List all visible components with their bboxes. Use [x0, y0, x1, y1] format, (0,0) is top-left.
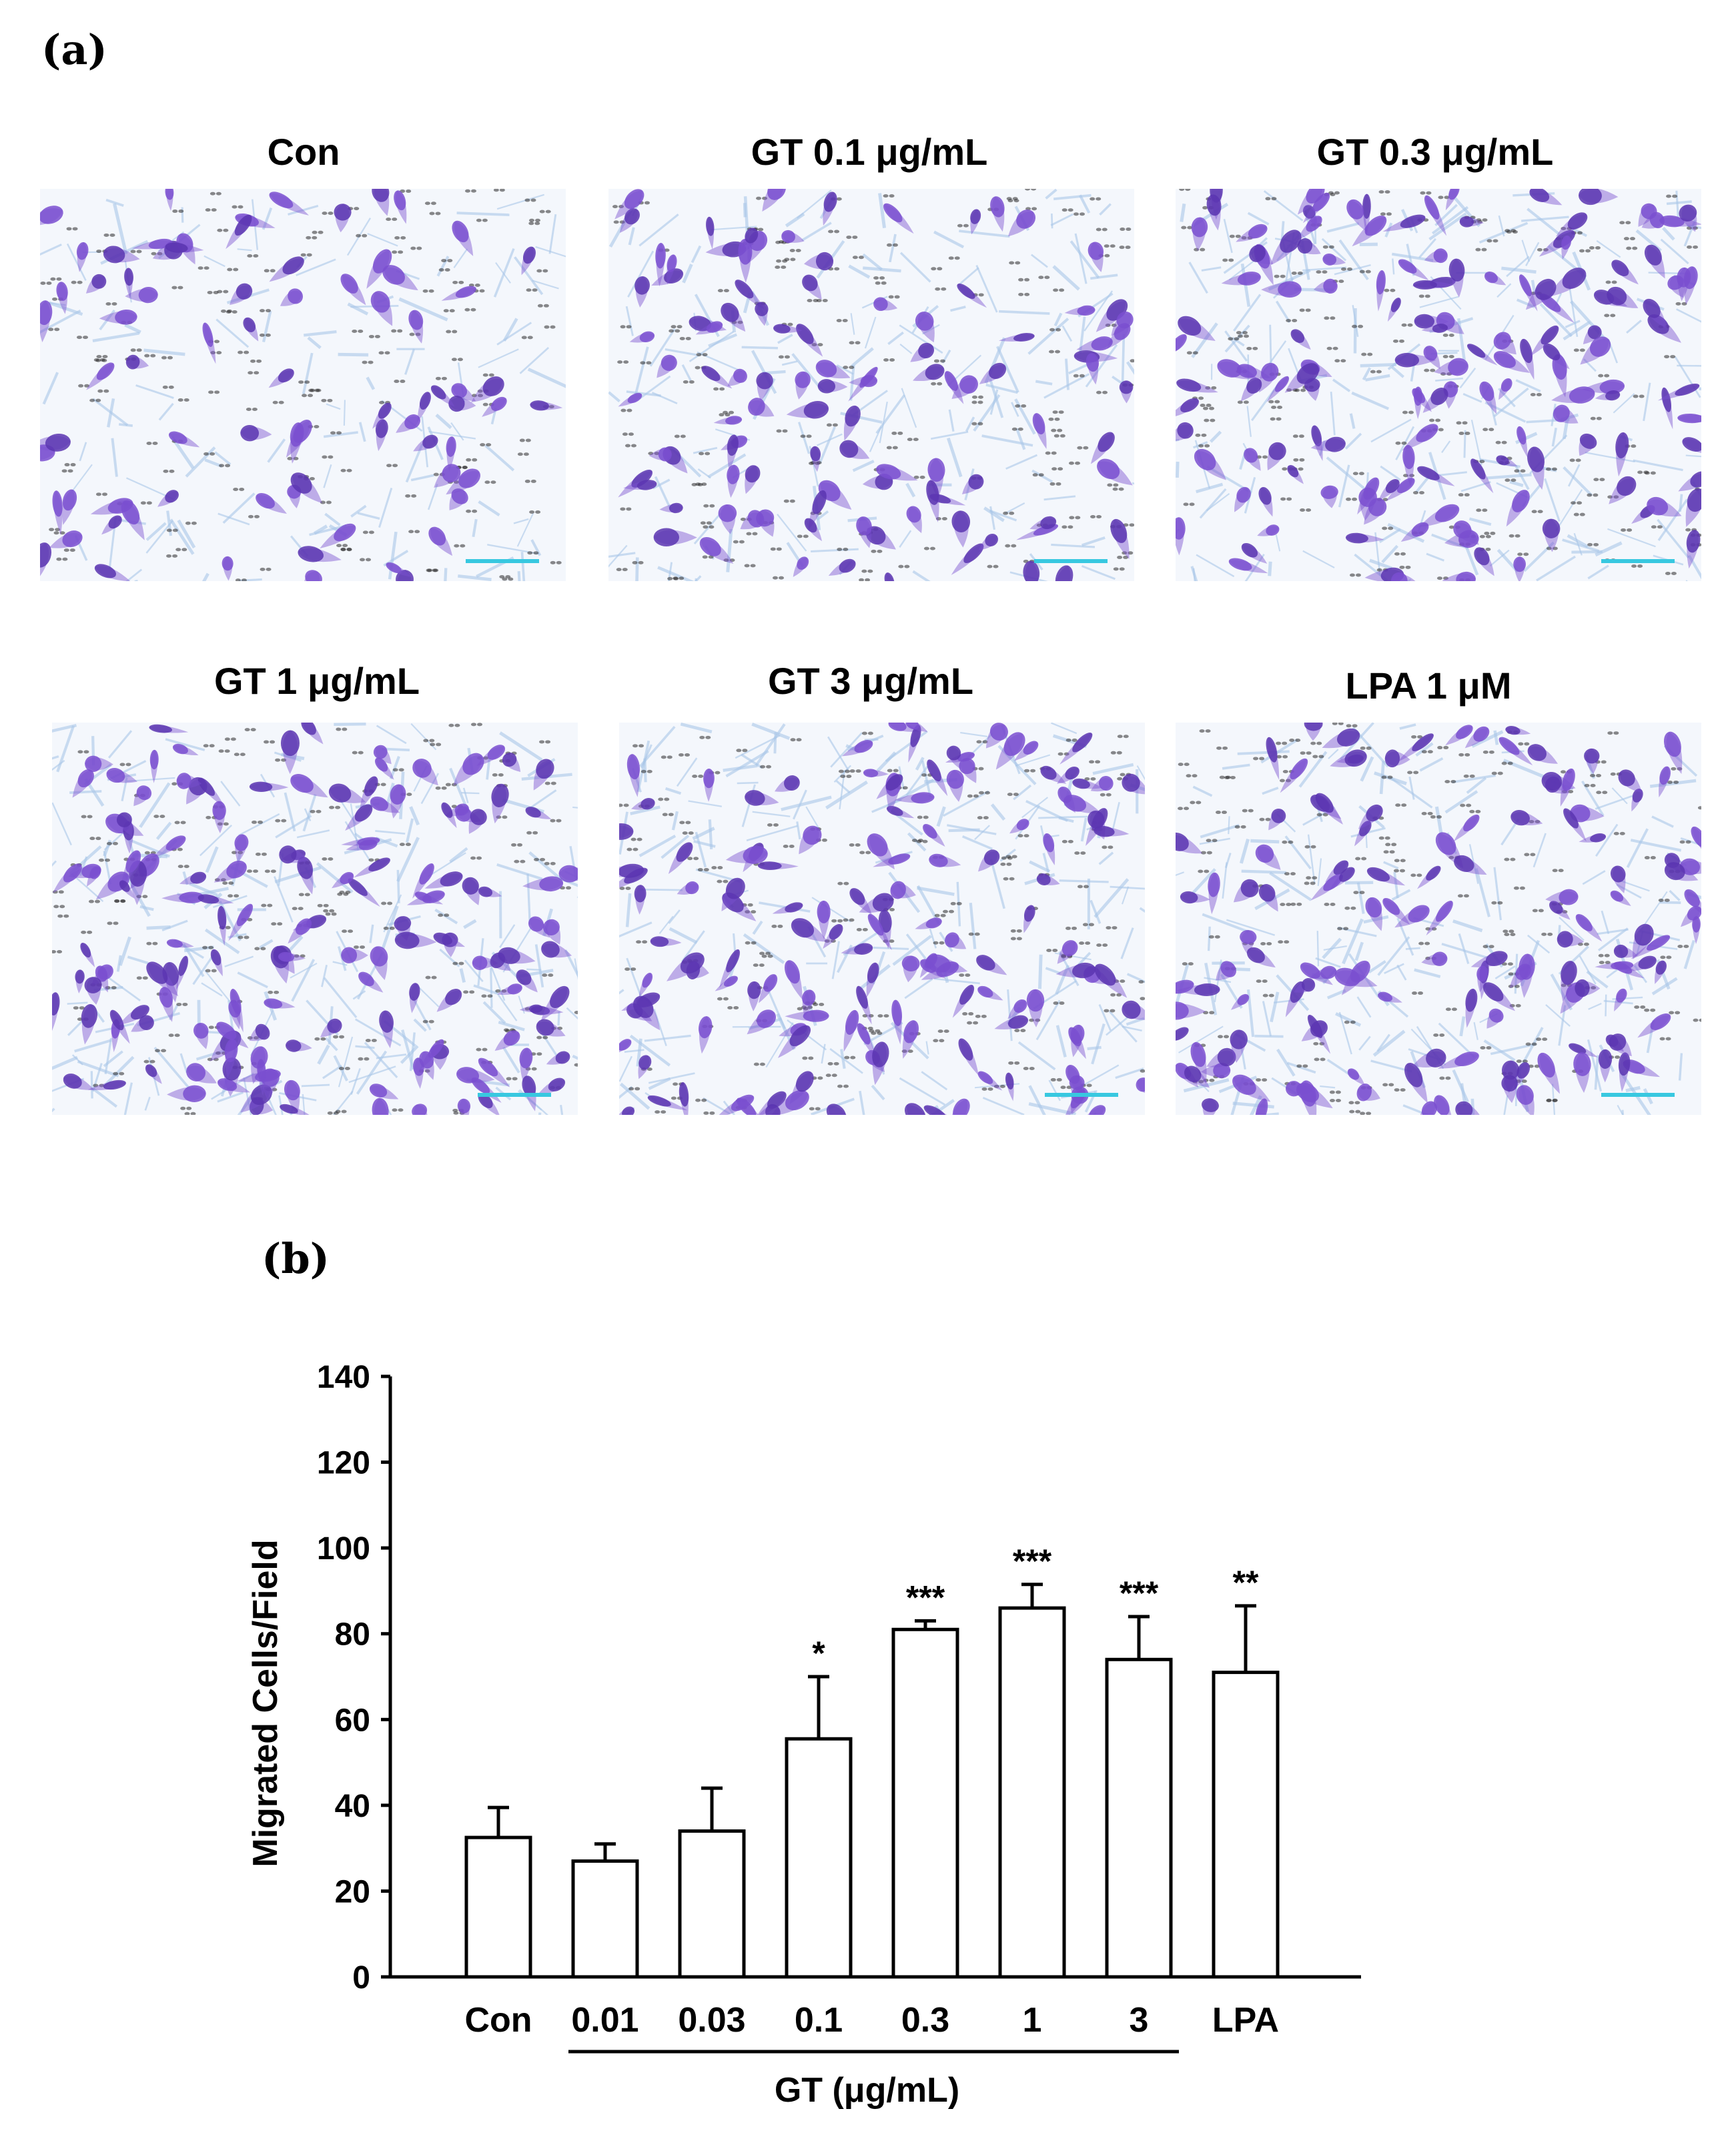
bar [678, 1829, 746, 1979]
x-axis-title: GT (μg/mL) [775, 2071, 959, 2110]
y-tick-label: 20 [335, 1874, 370, 1909]
micrograph-gt-1 [52, 723, 578, 1115]
significance-marker: *** [906, 1579, 945, 1616]
micrograph-gt-0-3 [1176, 189, 1701, 581]
significance-marker: ** [1233, 1564, 1259, 1601]
image-label-con: Con [267, 131, 340, 173]
significance-marker: * [812, 1635, 825, 1672]
image-label-gt-0-3: GT 0.3 μg/mL [1316, 131, 1554, 173]
image-label-gt-1: GT 1 μg/mL [213, 660, 420, 702]
image-label-gt-3: GT 3 μg/mL [767, 660, 974, 702]
significance-marker: *** [1120, 1575, 1159, 1612]
y-tick-label: 140 [317, 1360, 370, 1395]
y-tick-label: 40 [335, 1789, 370, 1824]
bar [891, 1627, 959, 1979]
panel-b-label: (b) [262, 1234, 330, 1283]
micrograph-lpa [1176, 723, 1701, 1115]
y-tick-label: 80 [335, 1617, 370, 1653]
panel-a-label: (a) [41, 25, 107, 74]
micrograph-texture [1176, 189, 1701, 581]
micrograph-texture [1176, 723, 1701, 1115]
y-axis-title: Migrated Cells/Field [246, 1539, 285, 1867]
bar [1105, 1657, 1173, 1979]
micrograph-gt-3 [619, 723, 1145, 1115]
micrograph-con [40, 189, 566, 581]
category-label: 0.03 [678, 2001, 745, 2040]
significance-marker: *** [1013, 1543, 1052, 1580]
bar [1212, 1671, 1280, 1979]
bar [464, 1835, 532, 1979]
bar [571, 1859, 639, 1979]
bar [998, 1606, 1066, 1979]
y-tick-label: 60 [335, 1703, 370, 1738]
category-label: Con [464, 2001, 532, 2040]
category-label: 0.1 [795, 2001, 843, 2040]
micrograph-texture [608, 189, 1134, 581]
micrograph-gt-0-1 [608, 189, 1134, 581]
micrograph-texture [619, 723, 1145, 1115]
category-label: 1 [1023, 2001, 1042, 2040]
y-tick-label: 120 [317, 1446, 370, 1481]
image-label-gt-0-1: GT 0.1 μg/mL [751, 131, 988, 173]
y-tick-label: 0 [352, 1960, 370, 1996]
micrograph-texture [52, 723, 578, 1115]
bar [785, 1737, 853, 1979]
y-tick-label: 100 [317, 1531, 370, 1567]
micrograph-texture [40, 189, 566, 581]
category-label: 0.3 [901, 2001, 949, 2040]
category-label: LPA [1212, 2001, 1279, 2040]
category-label: 3 [1130, 2001, 1149, 2040]
image-label-lpa: LPA 1 μM [1345, 665, 1512, 707]
category-label: 0.01 [571, 2001, 638, 2040]
